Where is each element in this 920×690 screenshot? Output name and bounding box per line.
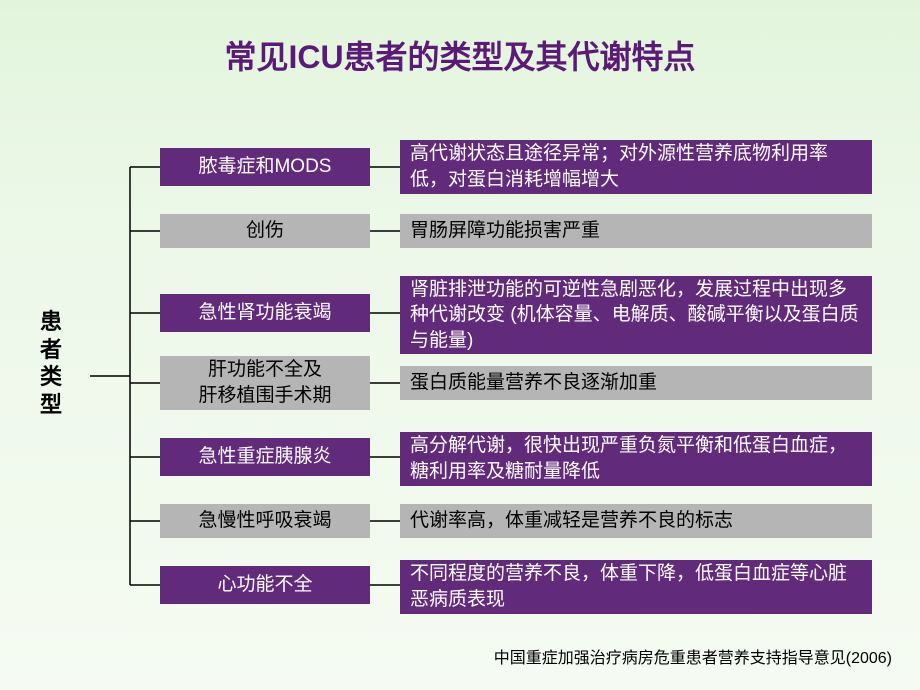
desc-box-4: 高分解代谢，很快出现严重负氮平衡和低蛋白血症，糖利用率及糖耐量降低 — [400, 432, 872, 486]
desc-box-1: 胃肠屏障功能损害严重 — [400, 214, 872, 248]
desc-box-3: 蛋白质能量营养不良逐渐加重 — [400, 366, 872, 400]
type-box-3: 肝功能不全及肝移植围手术期 — [160, 356, 370, 410]
desc-box-0: 高代谢状态且途径异常；对外源性营养底物利用率低，对蛋白消耗增幅增大 — [400, 140, 872, 194]
type-box-5: 急慢性呼吸衰竭 — [160, 504, 370, 538]
type-box-6: 心功能不全 — [160, 566, 370, 604]
slide-title: 常见ICU患者的类型及其代谢特点 — [0, 0, 920, 78]
desc-box-2: 肾脏排泄功能的可逆性急剧恶化，发展过程中出现多种代谢改变 (机体容量、电解质、酸… — [400, 276, 872, 354]
type-box-2: 急性肾功能衰竭 — [160, 294, 370, 332]
type-box-1: 创伤 — [160, 214, 370, 248]
desc-box-5: 代谢率高，体重减轻是营养不良的标志 — [400, 504, 872, 538]
type-box-4: 急性重症胰腺炎 — [160, 438, 370, 476]
desc-box-6: 不同程度的营养不良，体重下降，低蛋白血症等心脏恶病质表现 — [400, 560, 872, 614]
footer-citation: 中国重症加强治疗病房危重患者营养支持指导意见(2006) — [494, 644, 892, 668]
diagram-area: 患者类型 脓毒症和MODS 高代谢状态且途径异常；对外源性营养底物利用率低，对蛋白… — [40, 138, 890, 618]
type-box-0: 脓毒症和MODS — [160, 148, 370, 186]
root-category-label: 患者类型 — [40, 308, 62, 418]
